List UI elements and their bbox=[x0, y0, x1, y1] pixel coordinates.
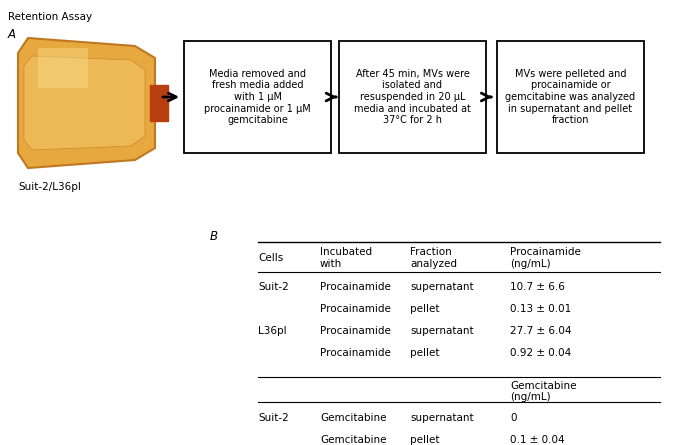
Text: Retention Assay: Retention Assay bbox=[8, 12, 92, 22]
Text: Gemcitabine
(ng/mL): Gemcitabine (ng/mL) bbox=[510, 380, 577, 402]
Text: MVs were pelleted and
procainamide or
gemcitabine was analyzed
in supernatant an: MVs were pelleted and procainamide or ge… bbox=[505, 69, 636, 125]
Text: pellet: pellet bbox=[410, 435, 440, 445]
Text: Gemcitabine: Gemcitabine bbox=[320, 413, 386, 423]
Text: After 45 min, MVs were
isolated and
resuspended in 20 μL
media and incubated at
: After 45 min, MVs were isolated and resu… bbox=[354, 69, 471, 125]
Text: L36pl: L36pl bbox=[258, 326, 286, 336]
Text: B: B bbox=[210, 230, 218, 243]
Text: pellet: pellet bbox=[410, 348, 440, 358]
Text: Procainamide: Procainamide bbox=[320, 283, 391, 292]
Text: Cells: Cells bbox=[258, 253, 284, 263]
FancyBboxPatch shape bbox=[497, 41, 644, 153]
Text: 0.92 ± 0.04: 0.92 ± 0.04 bbox=[510, 348, 571, 358]
Text: 10.7 ± 6.6: 10.7 ± 6.6 bbox=[510, 283, 565, 292]
Text: Procainamide
(ng/mL): Procainamide (ng/mL) bbox=[510, 247, 581, 269]
Text: Procainamide: Procainamide bbox=[320, 348, 391, 358]
Text: Media removed and
fresh media added
with 1 μM
procainamide or 1 μM
gemcitabine: Media removed and fresh media added with… bbox=[204, 69, 311, 125]
Text: supernatant: supernatant bbox=[410, 413, 474, 423]
Text: supernatant: supernatant bbox=[410, 283, 474, 292]
Polygon shape bbox=[18, 38, 155, 168]
Text: 0.13 ± 0.01: 0.13 ± 0.01 bbox=[510, 304, 571, 315]
Text: pellet: pellet bbox=[410, 304, 440, 315]
Text: 0.1 ± 0.04: 0.1 ± 0.04 bbox=[510, 435, 565, 445]
Polygon shape bbox=[38, 48, 88, 88]
Text: Suit-2: Suit-2 bbox=[258, 413, 288, 423]
Text: supernatant: supernatant bbox=[410, 326, 474, 336]
Polygon shape bbox=[24, 56, 145, 150]
Text: 27.7 ± 6.04: 27.7 ± 6.04 bbox=[510, 326, 571, 336]
Text: 0: 0 bbox=[510, 413, 517, 423]
Text: Suit-2: Suit-2 bbox=[258, 283, 288, 292]
Text: Fraction
analyzed: Fraction analyzed bbox=[410, 247, 457, 269]
Text: Gemcitabine: Gemcitabine bbox=[320, 435, 386, 445]
Text: Procainamide: Procainamide bbox=[320, 326, 391, 336]
FancyBboxPatch shape bbox=[184, 41, 331, 153]
Text: Incubated
with: Incubated with bbox=[320, 247, 372, 269]
Text: A: A bbox=[8, 28, 16, 41]
Text: Suit-2/L36pl: Suit-2/L36pl bbox=[18, 182, 81, 192]
Bar bbox=[150, 85, 168, 121]
FancyBboxPatch shape bbox=[339, 41, 486, 153]
Text: Procainamide: Procainamide bbox=[320, 304, 391, 315]
